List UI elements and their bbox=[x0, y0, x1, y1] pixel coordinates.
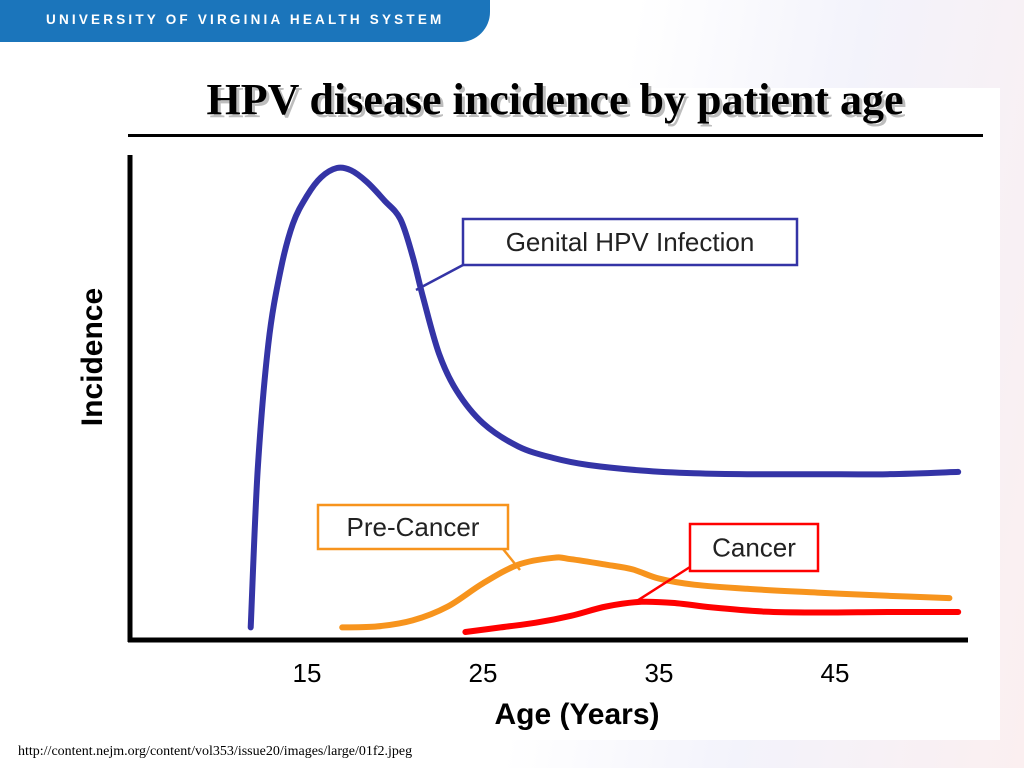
chart-panel: 15 25 35 45 Age (Years) Incidence Genital HPV … bbox=[26, 88, 1000, 740]
x-tick-label: 15 bbox=[293, 658, 322, 688]
genital-hpv-infection-label: Genital HPV Infection bbox=[506, 227, 755, 257]
pre-cancer-label: Pre-Cancer bbox=[347, 512, 480, 542]
slide-title: HPV disease incidence by patient age bbox=[206, 75, 904, 124]
header-bar: UNIVERSITY OF VIRGINIA HEALTH SYSTEM bbox=[0, 0, 490, 42]
cancer-label-box bbox=[688, 522, 820, 573]
pre-cancer-label-box bbox=[316, 503, 510, 551]
x-axis-title: Age (Years) bbox=[494, 698, 659, 731]
pre-cancer-line bbox=[339, 554, 953, 631]
y-axis-title: Incidence bbox=[76, 288, 109, 426]
cancer-line bbox=[462, 598, 962, 635]
cancer-label: Cancer bbox=[712, 533, 796, 563]
genital-hpv-infection-leader-line bbox=[415, 263, 464, 292]
x-tick-label: 25 bbox=[469, 658, 498, 688]
x-tick-label: 45 bbox=[821, 658, 850, 688]
source-url: http://content.nejm.org/content/vol353/i… bbox=[18, 744, 413, 759]
cancer-leader-line bbox=[631, 565, 691, 606]
pre-cancer-leader-line bbox=[502, 548, 521, 571]
title-underline bbox=[128, 134, 983, 137]
genital-hpv-infection-label-box bbox=[461, 217, 799, 267]
header-institution-name: UNIVERSITY OF VIRGINIA HEALTH SYSTEM bbox=[46, 12, 445, 27]
hpv-incidence-chart: 15 25 35 45 Age (Years) Incidence Genital HPV … bbox=[76, 155, 968, 731]
x-tick-label: 35 bbox=[645, 658, 674, 688]
genital-hpv-infection-line bbox=[247, 164, 962, 631]
